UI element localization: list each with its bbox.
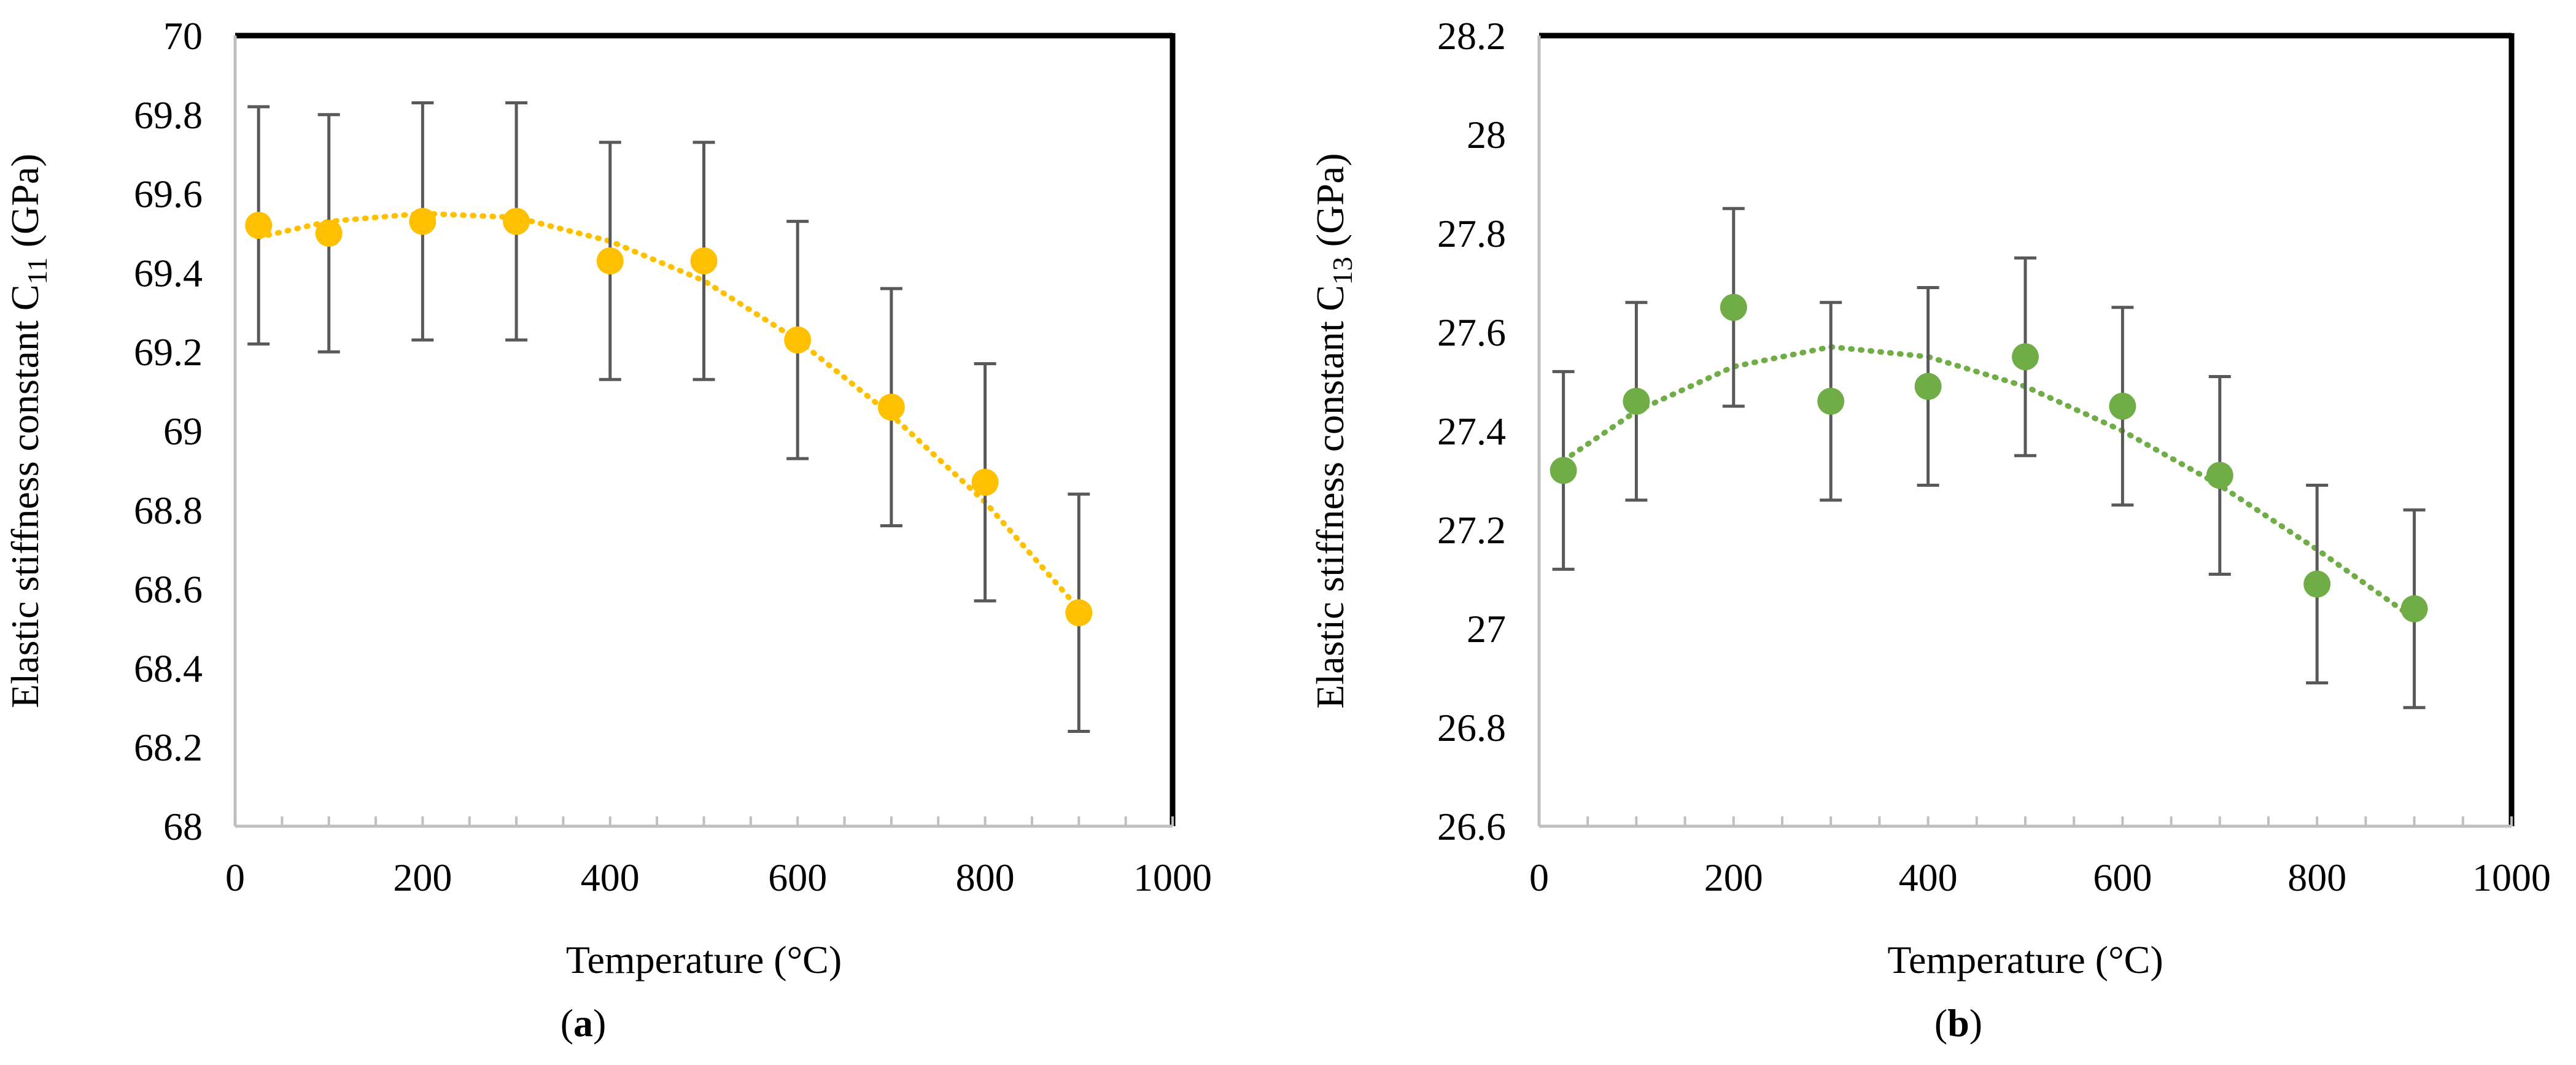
plot-a-data-point: [409, 207, 436, 235]
caption-a-label: a: [573, 1001, 593, 1045]
plot-b-y-tick-label: 27.8: [1437, 212, 1506, 255]
plot-a-x-axis-title: Temperature (°C): [566, 938, 842, 982]
plot-a-x-tick-label: 800: [956, 856, 1015, 899]
plot-a-y-tick-label: 68.6: [134, 568, 203, 611]
plot-a-data-point: [503, 207, 530, 235]
plot-a-y-tick-label: 69.2: [134, 330, 203, 374]
plot-a-data-point: [877, 393, 905, 421]
plot-b-y-tick-label: 26.8: [1437, 706, 1506, 749]
plot-a-x-tick-label: 0: [225, 856, 245, 899]
plot-b-x-axis-title: Temperature (°C): [1887, 938, 2163, 982]
plot-a-data-point: [596, 247, 624, 275]
plot-b-data-point: [2206, 462, 2233, 489]
plot-a-trendline: [255, 211, 1082, 612]
plot-a-x-tick-label: 600: [768, 856, 827, 899]
plot-a-y-tick-label: 68.8: [134, 489, 203, 532]
plot-a-y-tick-label: 69.4: [134, 251, 203, 295]
plot-b-data-point: [2012, 343, 2039, 371]
caption-a: (a): [560, 1001, 607, 1045]
plot-b-data-point: [1623, 387, 1650, 415]
plot-b-x-tick-label: 400: [1899, 856, 1958, 899]
plot-a-x-tick-label: 200: [393, 856, 452, 899]
plot-a-data-point: [971, 468, 999, 496]
plot-a-y-tick-label: 68.2: [134, 726, 203, 769]
plot-b-data-point: [2109, 392, 2136, 420]
plot-a-data-point: [784, 326, 812, 354]
plot-a-data-point: [315, 220, 343, 247]
chart-a-svg: 0 200 400 600 800 1000 68 68.2 68.4 68.6 68.8 69 69.…: [3, 14, 1212, 982]
chart-b-svg: 0 200 400 600 800 1000 26.6 26.8 27 27.2 27.4 27.6 2…: [1308, 14, 2551, 982]
plot-b-data-point: [2400, 595, 2428, 622]
plot-a-y-tick-label: 68: [163, 805, 203, 848]
plot-a-x-tick-label: 1000: [1133, 856, 1212, 899]
plot-b-data-point: [1817, 387, 1845, 415]
plot-b-x-tick-label: 1000: [2472, 856, 2551, 899]
plot-b-data-point: [2303, 570, 2331, 598]
plot-b-x-tick-label: 0: [1529, 856, 1549, 899]
plot-a-data-point: [1065, 599, 1093, 627]
plot-b-y-axis-title: Elastic stiffness constant C13 (GPa): [1308, 153, 1358, 708]
plot-b-data-point: [1720, 293, 1747, 321]
chart-panel-b: 0 200 400 600 800 1000 26.6 26.8 27 27.2 27.4 27.6 2…: [1288, 0, 2576, 1065]
plot-b-y-tick-label: 27: [1467, 607, 1506, 651]
caption-b: (b): [1934, 1001, 1983, 1045]
plot-b-x-tick-label: 800: [2287, 856, 2346, 899]
plot-b-y-tick-label: 27.2: [1437, 508, 1506, 552]
plot-b-trendline: [1561, 344, 2418, 622]
plot-b-y-tick-label: 28: [1467, 113, 1506, 157]
plot-b-x-tick-label: 200: [1704, 856, 1763, 899]
plot-b-y-tick-label: 26.6: [1437, 805, 1506, 848]
plot-b-y-tick-label: 27.4: [1437, 409, 1506, 453]
plot-b-y-tick-label: 28.2: [1437, 14, 1506, 58]
plot-a-y-tick-label: 69: [163, 409, 203, 453]
plot-b-x-tick-label: 600: [2093, 856, 2152, 899]
plot-a-data-point: [245, 212, 273, 239]
plot-a-y-tick-label: 69.8: [134, 93, 203, 137]
plot-a-data-point: [690, 247, 718, 275]
caption-b-label: b: [1947, 1001, 1969, 1045]
plot-a-y-tick-label: 70: [163, 14, 203, 58]
plot-a-y-tick-label: 69.6: [134, 172, 203, 216]
plot-b-data-point: [1914, 373, 1942, 400]
plot-a-y-axis-title: Elastic stiffness constant C11 (GPa): [3, 153, 53, 708]
plot-a-x-tick-label: 400: [581, 856, 640, 899]
plot-b-y-tick-label: 27.6: [1437, 311, 1506, 354]
plot-b-data-point: [1550, 457, 1577, 484]
plot-a-y-tick-label: 68.4: [134, 646, 203, 690]
chart-panel-a: 0 200 400 600 800 1000 68 68.2 68.4 68.6 68.8 69 69.…: [3, 14, 1212, 1045]
